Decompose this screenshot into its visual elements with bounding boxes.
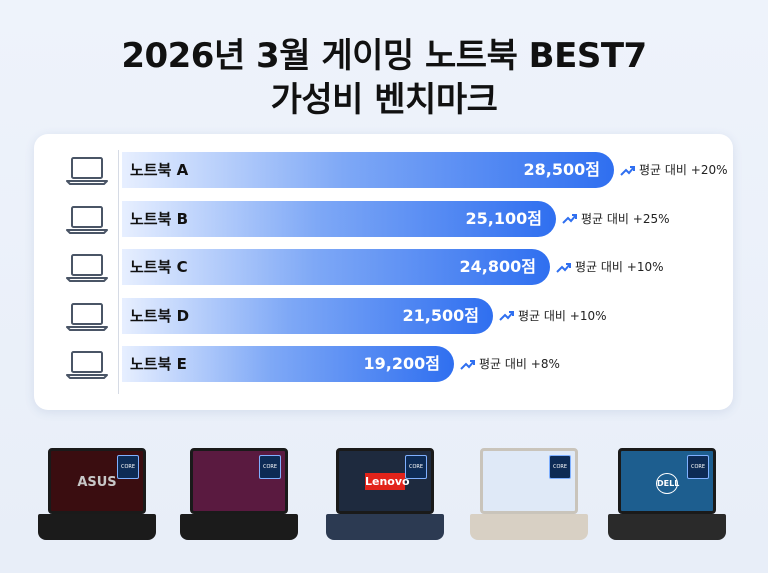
bar-value-label: 24,800점 [459,257,536,276]
bar: 노트북 E 19,200점 [122,346,454,382]
laptop-keyboard-base [180,514,298,540]
laptop-image: CORE [470,448,588,544]
bar: 노트북 D 21,500점 [122,297,493,334]
trend-up-icon [556,262,571,273]
laptop-keyboard-base [470,514,588,540]
bar: 노트북 B 25,100점 [122,200,556,237]
laptop-keyboard-base [326,514,444,540]
laptop-brand-logo: ASUS [77,475,117,490]
cpu-sticker: CORE [687,455,709,479]
chart-divider [118,150,119,394]
bar-category-label: 노트북 D [130,306,190,325]
page-subtitle: 가성비 벤치마크 [270,80,498,120]
laptop-keyboard-base [38,514,156,540]
annotation-text: 평균 대비 +20% [639,163,728,177]
laptop-icon [66,205,108,234]
laptop-screen: CORE [190,448,288,514]
laptop-icon [66,157,108,185]
laptop-screen: DELL CORE [618,448,716,514]
laptop-icon [66,302,108,331]
bar: 노트북 C 24,800점 [122,249,550,285]
bar-annotation: 평균 대비 +20% [620,152,728,188]
laptop-screen: ASUS CORE [48,448,146,514]
laptop-brand-logo: DELL [656,473,679,494]
laptop-screen: Lenovo CORE [336,448,434,514]
laptop-image: DELL CORE [608,448,726,544]
cpu-sticker: CORE [117,455,139,479]
annotation-text: 평균 대비 +8% [479,357,560,371]
bar-category-label: 노트북 A [130,161,189,179]
annotation-text: 평균 대비 +10% [518,308,607,323]
trend-up-icon [460,359,475,370]
bar-category-label: 노트북 C [130,258,188,276]
laptop-image: Lenovo CORE [326,448,444,544]
trend-up-icon [620,165,635,176]
annotation-text: 평균 대비 +10% [575,260,664,274]
laptop-image: CORE [180,448,298,544]
bar-value-label: 25,100점 [465,208,542,228]
laptop-image: ASUS CORE [38,448,156,544]
bar: 노트북 A 28,500점 [122,152,614,188]
bar-category-label: 노트북 E [130,355,187,373]
cpu-sticker: CORE [549,455,571,479]
laptop-icon [66,254,108,282]
bar-annotation: 평균 대비 +10% [556,249,664,285]
bar-value-label: 21,500점 [402,305,479,325]
trend-up-icon [499,311,514,321]
laptop-screen: CORE [480,448,578,514]
bar-value-label: 19,200점 [363,354,440,373]
laptop-keyboard-base [608,514,726,540]
bar-annotation: 평균 대비 +8% [460,346,560,382]
bar-annotation: 평균 대비 +25% [562,201,670,237]
page-title: 2026년 3월 게이밍 노트북 BEST7 [121,36,647,76]
bar-category-label: 노트북 B [130,209,189,228]
cpu-sticker: CORE [259,455,281,479]
trend-up-icon [562,214,577,224]
cpu-sticker: CORE [405,455,427,479]
bar-annotation: 평균 대비 +10% [499,298,607,334]
laptop-brand-logo: Lenovo [365,473,410,490]
laptop-icon [66,351,108,379]
annotation-text: 평균 대비 +25% [581,211,670,226]
bar-value-label: 28,500점 [523,160,600,179]
